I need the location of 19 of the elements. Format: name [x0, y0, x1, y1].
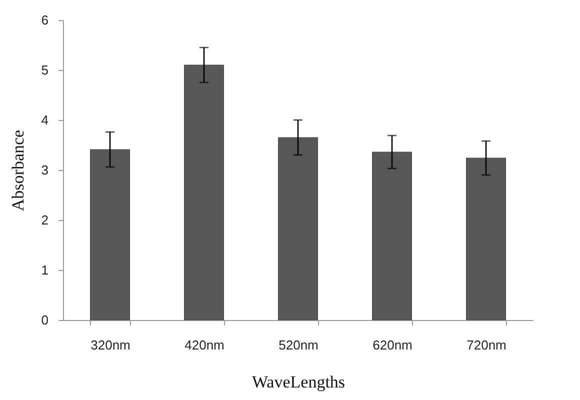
y-tick-label: 0	[41, 312, 48, 328]
y-tick-label: 5	[41, 62, 48, 78]
x-tick-label: 320nm	[90, 338, 130, 352]
y-tick-label: 4	[41, 112, 48, 128]
x-tick-label: 720nm	[466, 338, 506, 352]
y-axis-title: Absorbance	[8, 130, 28, 212]
bar	[372, 152, 412, 320]
bar	[90, 149, 130, 320]
y-tick-label: 2	[41, 212, 48, 228]
bar	[466, 158, 506, 320]
x-tick-label: 520nm	[278, 338, 318, 352]
x-tick-label: 620nm	[372, 338, 412, 352]
bar	[278, 137, 318, 320]
x-axis-title: WaveLengths	[252, 372, 346, 392]
x-tick-label: 420nm	[184, 338, 224, 352]
y-tick-label: 3	[41, 162, 48, 178]
y-tick-label: 1	[41, 262, 48, 278]
y-tick-label: 6	[41, 12, 48, 28]
bar	[184, 64, 224, 320]
